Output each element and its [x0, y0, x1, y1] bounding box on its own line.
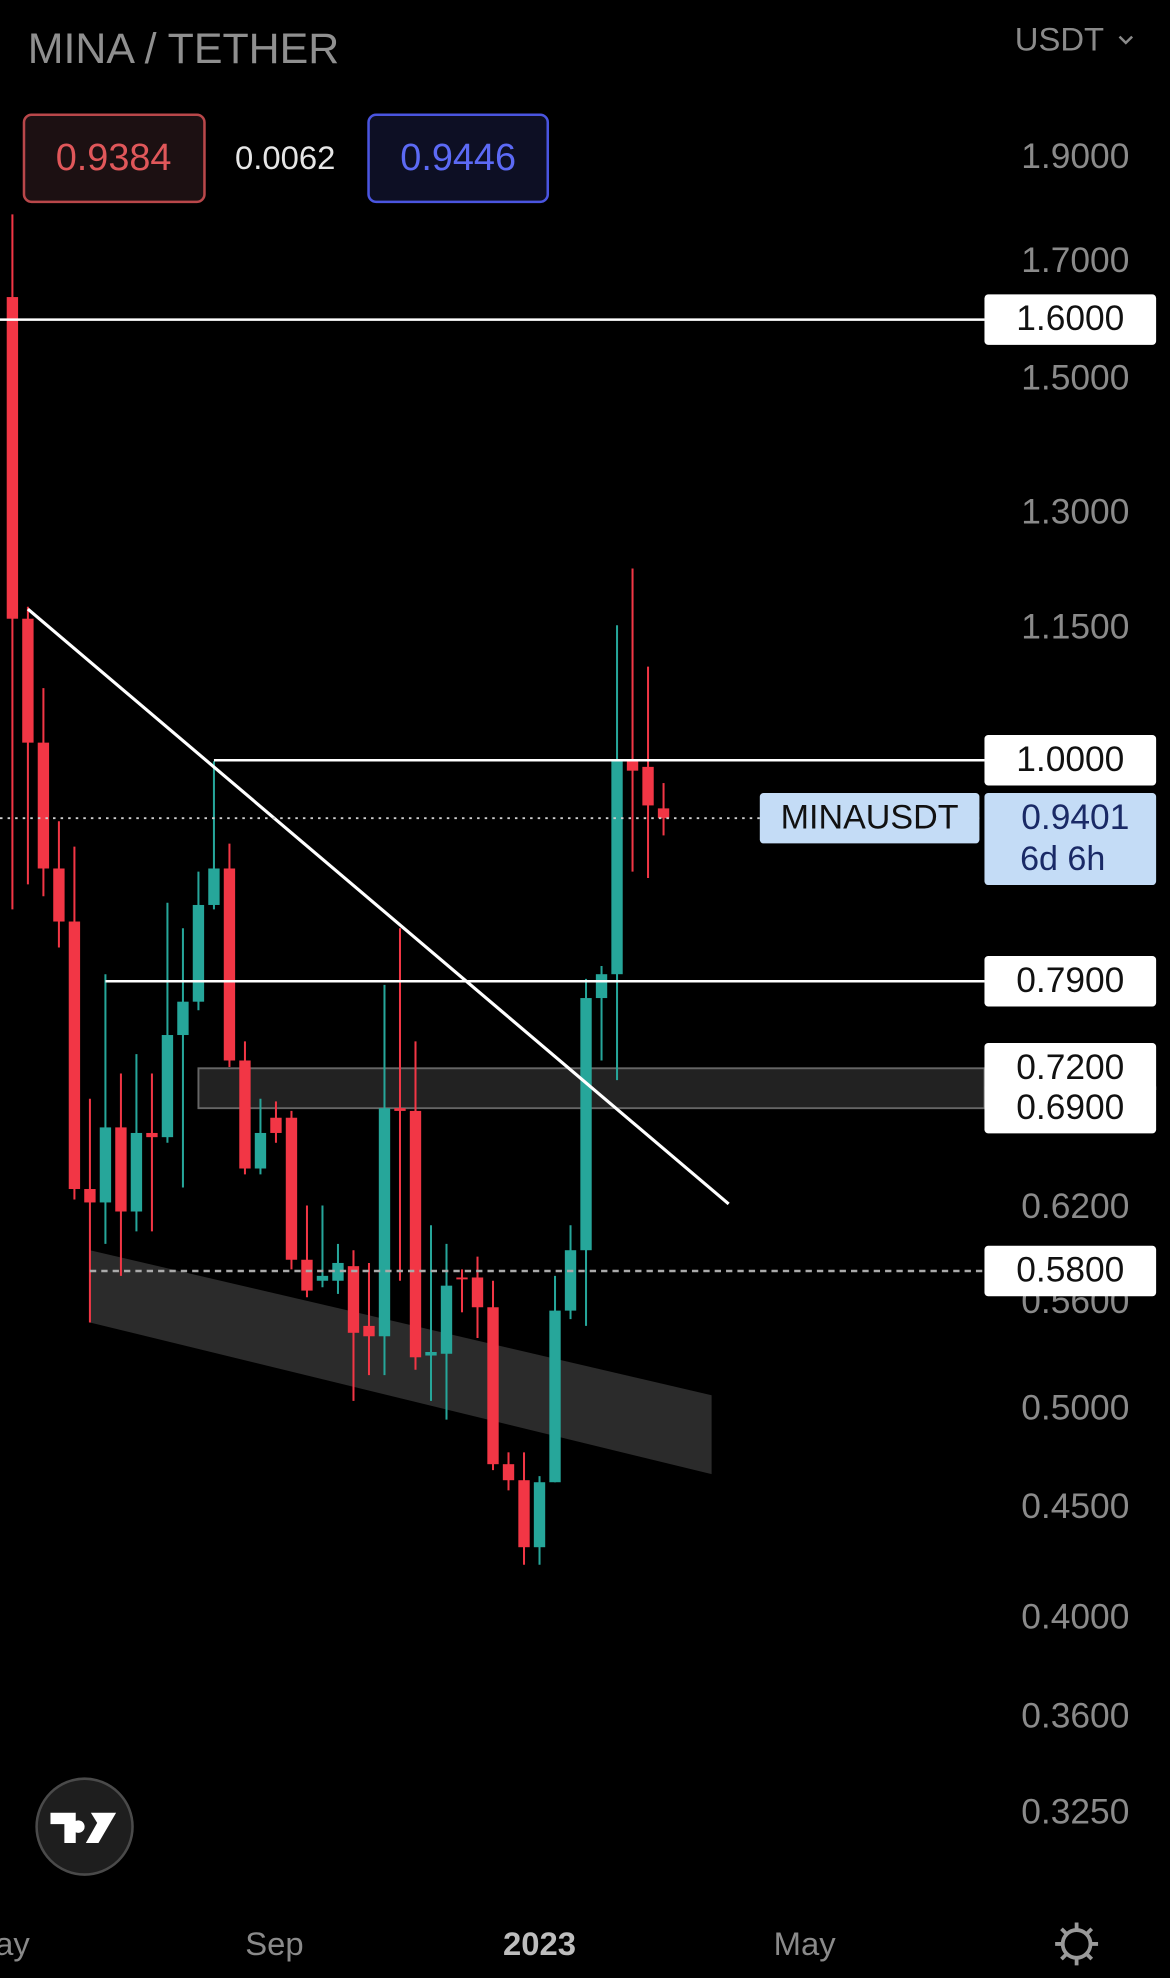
candle-body	[611, 761, 623, 975]
y-tick-label: 0.6200	[1021, 1187, 1129, 1226]
candle-body	[518, 1480, 530, 1548]
y-tick-label: 0.4000	[1021, 1598, 1129, 1637]
level-label: 0.5800	[1016, 1251, 1124, 1290]
y-tick-label: 1.9000	[1021, 137, 1129, 176]
logo[interactable]	[35, 1777, 134, 1876]
countdown-label: 6d 6h	[1020, 840, 1105, 878]
candle-body	[270, 1117, 282, 1133]
candle-body	[580, 998, 592, 1251]
level-box	[984, 294, 1157, 345]
candle-body	[68, 921, 81, 1190]
candle-body	[564, 1250, 577, 1311]
candle-body	[208, 868, 220, 905]
candle-body	[378, 1108, 391, 1337]
level-label: 1.6000	[1016, 299, 1124, 338]
candle-body	[316, 1275, 329, 1281]
zone-high-box	[984, 1043, 1157, 1094]
x-tick-label: May	[774, 1925, 837, 1962]
candle-body	[394, 1108, 406, 1111]
y-tick-label: 1.1500	[1021, 608, 1129, 647]
symbol-label: MINAUSDT	[781, 798, 959, 836]
level-label: 1.0000	[1016, 740, 1124, 779]
candle-body	[254, 1132, 267, 1169]
y-tick-label: 1.7000	[1021, 241, 1129, 280]
ask-price[interactable]: 0.9446	[400, 137, 516, 179]
level-box	[984, 735, 1157, 786]
candle-body	[332, 1262, 344, 1281]
candle-body	[161, 1035, 174, 1138]
candle-body	[22, 618, 34, 743]
y-tick-label: 0.5000	[1021, 1388, 1129, 1427]
candle-body	[502, 1464, 515, 1481]
spread: 0.0062	[235, 139, 335, 176]
logo-mark[interactable]	[50, 1812, 117, 1844]
level-box	[984, 956, 1157, 1007]
candle-body	[533, 1482, 546, 1548]
candle-body	[595, 974, 608, 999]
y-tick-label: 0.4500	[1021, 1487, 1129, 1526]
candle-body	[223, 868, 236, 1061]
ask-box[interactable]	[367, 113, 550, 204]
chart-title: MINA / TETHER	[28, 25, 339, 73]
candle-body	[130, 1132, 143, 1212]
candle-body	[425, 1351, 437, 1356]
candle-body	[301, 1259, 313, 1291]
candle-body	[192, 904, 205, 1002]
last-price-label: 0.9401	[1021, 798, 1129, 837]
y-tick-label: 1.3000	[1021, 493, 1129, 532]
currency-chevron[interactable]	[1118, 35, 1134, 45]
candle-body	[239, 1060, 251, 1169]
zone-high-label: 0.7200	[1016, 1048, 1124, 1087]
zone-low-label: 0.6900	[1016, 1088, 1124, 1127]
candle-body	[177, 1001, 189, 1036]
candle-body	[146, 1132, 158, 1138]
x-tick-label: Sep	[245, 1925, 303, 1962]
last-price-box	[984, 792, 1157, 886]
bid-box[interactable]	[22, 113, 206, 204]
candle-body	[549, 1310, 561, 1483]
settings-icon[interactable]	[1055, 1922, 1099, 1966]
candle-body	[456, 1277, 468, 1280]
candle-body	[84, 1189, 96, 1203]
candle-body	[487, 1307, 499, 1465]
candle-body	[99, 1127, 112, 1203]
candle-body	[657, 808, 670, 819]
candle-body	[626, 761, 639, 771]
candle-body	[347, 1266, 360, 1333]
zone-low-box	[984, 1082, 1157, 1134]
candle-body	[642, 766, 654, 806]
gear-teeth[interactable]	[1055, 1922, 1099, 1966]
symbol-box	[759, 792, 980, 844]
candle-body	[409, 1110, 422, 1358]
candle-body	[115, 1127, 127, 1212]
trendline	[26, 607, 730, 1206]
x-tick-label: ay	[0, 1925, 30, 1962]
level-label: 0.7900	[1016, 961, 1124, 1000]
y-tick-label: 0.3600	[1021, 1696, 1129, 1735]
candle-body	[37, 742, 50, 869]
candle-body	[53, 868, 65, 922]
currency[interactable]: USDT	[1015, 20, 1104, 57]
candle-body	[440, 1285, 453, 1354]
candle-body	[285, 1117, 298, 1260]
candle-body	[363, 1325, 375, 1337]
level-box	[984, 1245, 1157, 1297]
bid-price[interactable]: 0.9384	[56, 137, 172, 179]
x-tick-label: 2023	[503, 1925, 576, 1962]
y-tick-label: 1.5000	[1021, 358, 1129, 397]
plot-area: 1.90001.70001.50001.30001.15000.62000.56…	[0, 137, 1157, 1962]
y-tick-label: 0.3250	[1021, 1792, 1129, 1831]
candle-body	[6, 297, 19, 619]
candle-body	[471, 1277, 484, 1308]
